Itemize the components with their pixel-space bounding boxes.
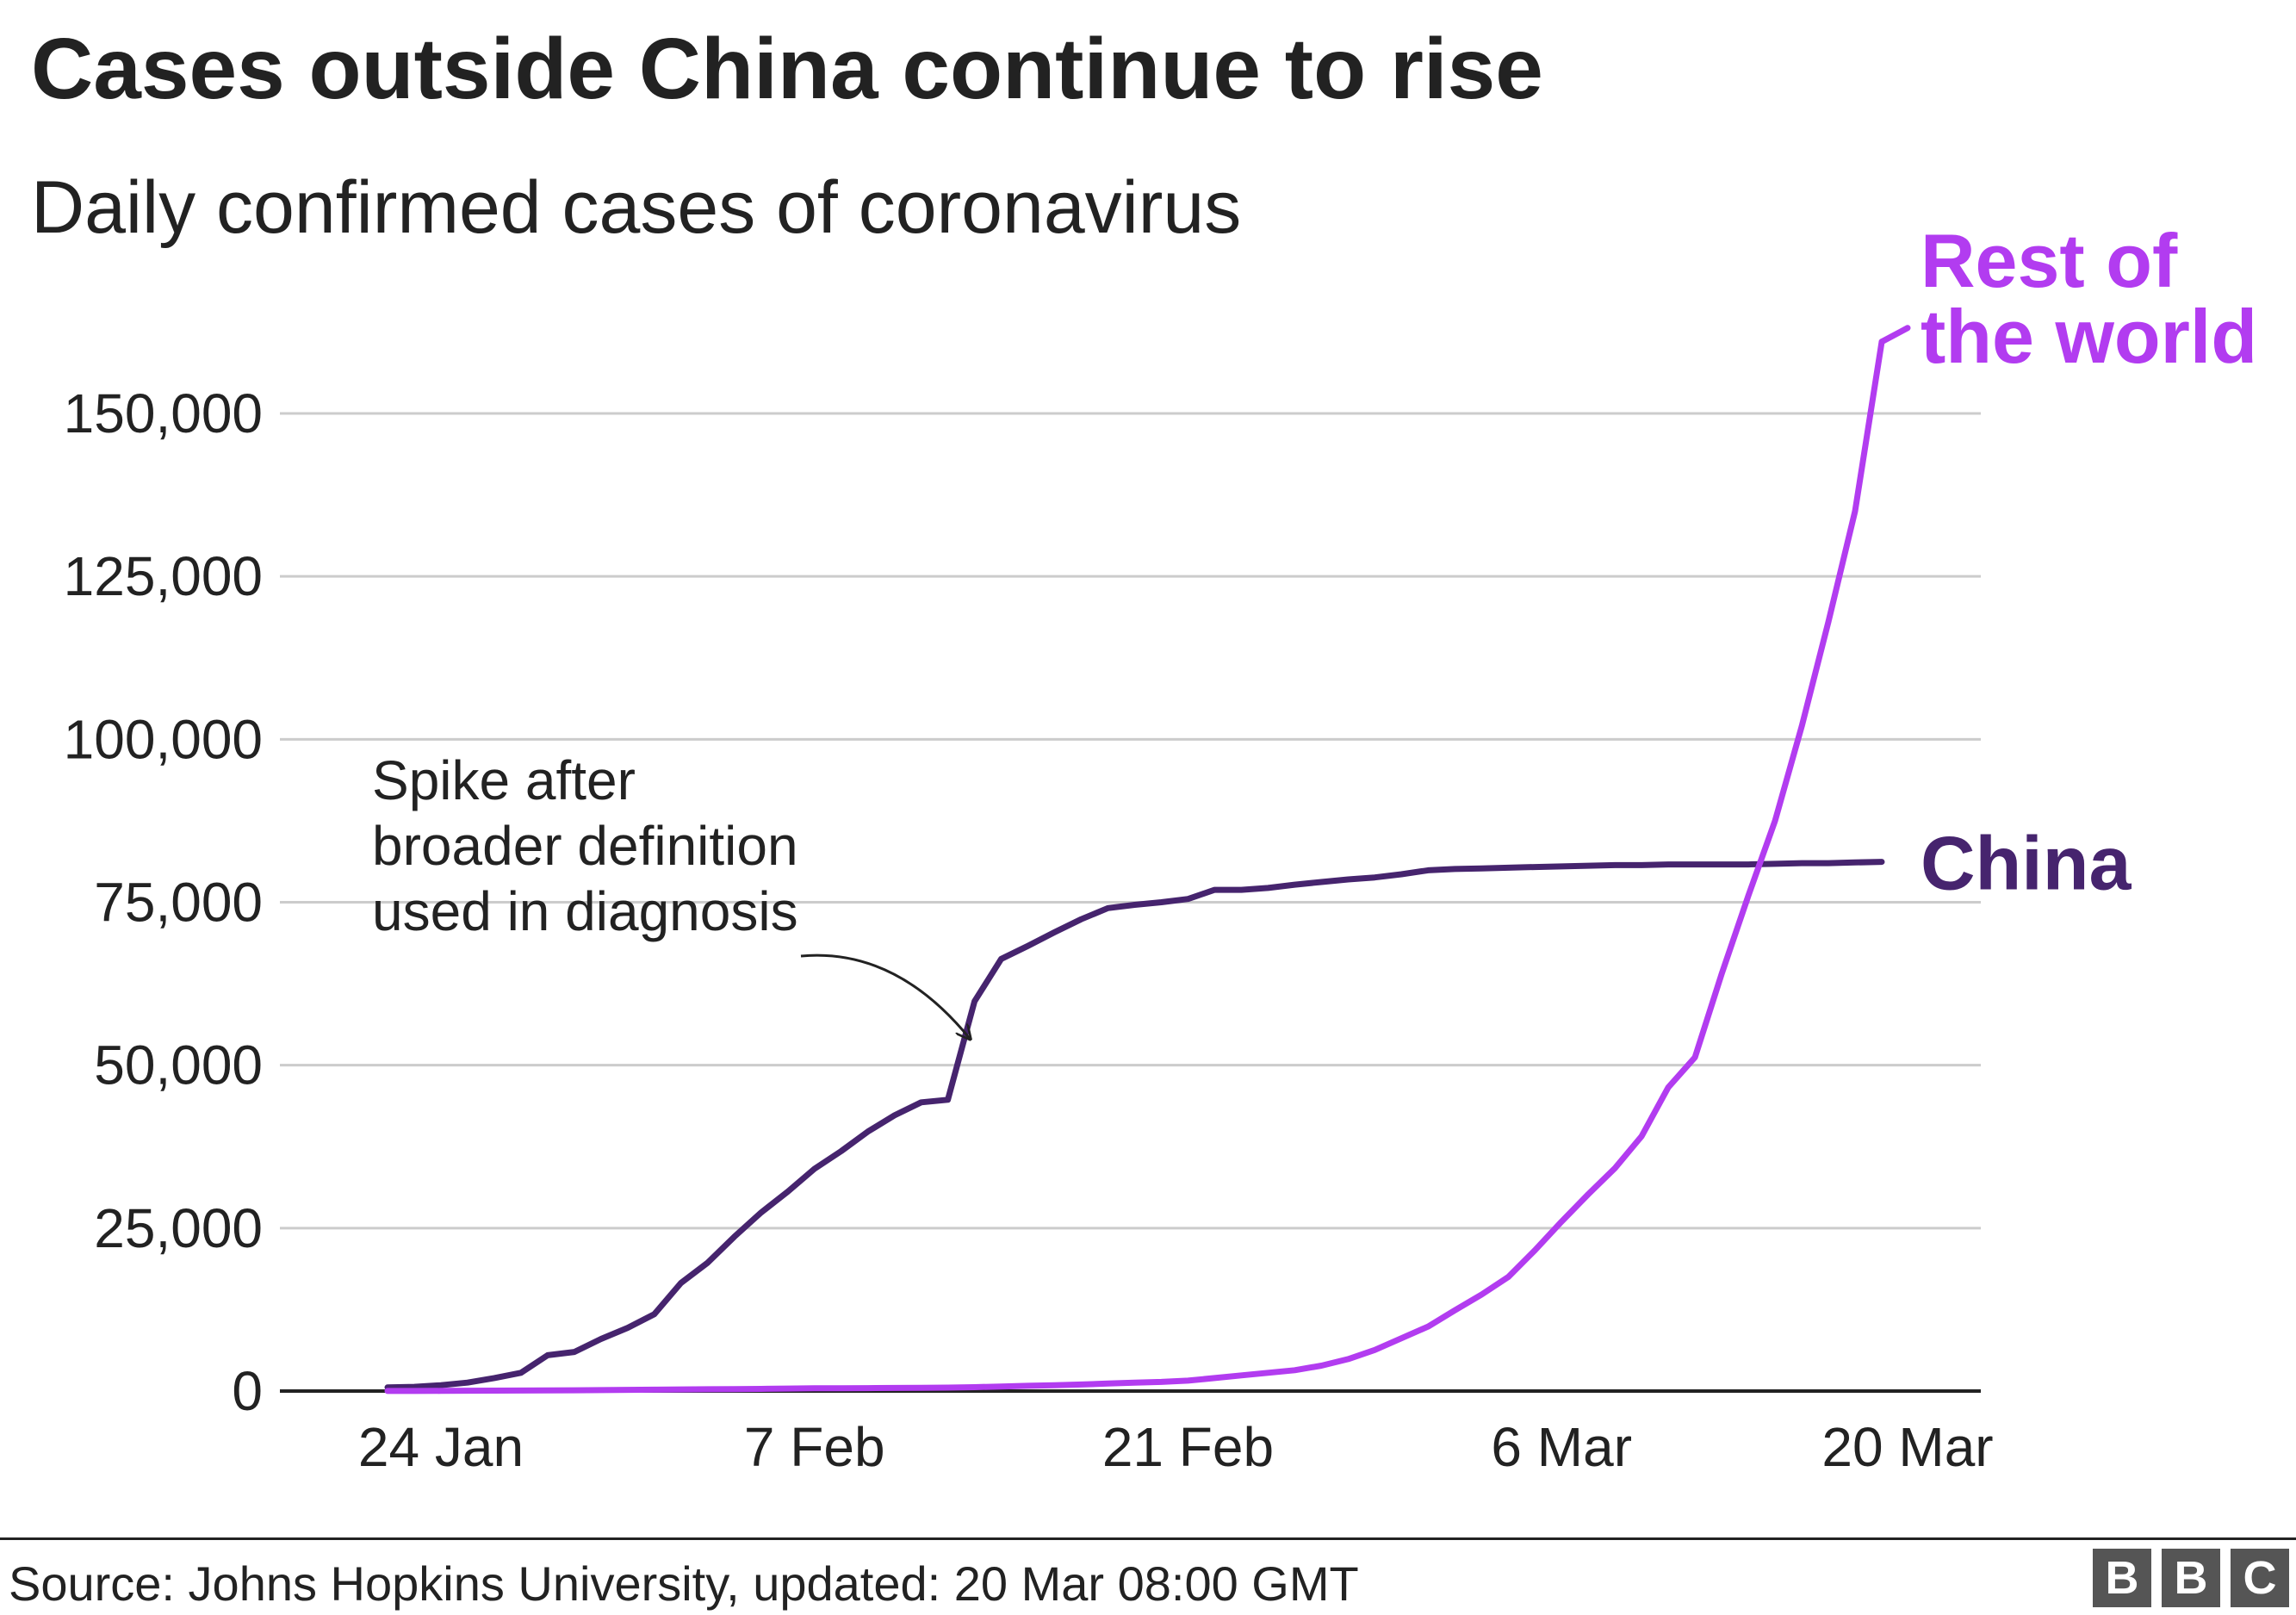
annotation-text: Spike after bbox=[372, 749, 636, 811]
footer-divider bbox=[0, 1537, 2296, 1540]
bbc-logo-letter: C bbox=[2231, 1549, 2289, 1607]
y-tick-label: 150,000 bbox=[64, 382, 263, 444]
y-tick-label: 50,000 bbox=[94, 1034, 263, 1096]
y-tick-label: 125,000 bbox=[64, 545, 263, 607]
line-chart: 0 25,000 50,000 75,000 100,000 125,000 150,000… bbox=[64, 218, 2257, 1478]
x-tick-label: 6 Mar bbox=[1491, 1416, 1632, 1478]
chart-subtitle: Daily confirmed cases of coronavirus bbox=[31, 166, 1242, 249]
annotation-text: used in diagnosis bbox=[372, 880, 798, 942]
y-tick-label: 0 bbox=[232, 1360, 263, 1422]
y-tick-label: 25,000 bbox=[94, 1197, 263, 1259]
rest-of-world-series-label: the world bbox=[1921, 294, 2257, 379]
y-tick-label: 100,000 bbox=[64, 708, 263, 770]
bbc-logo-letter: B bbox=[2162, 1549, 2220, 1607]
x-tick-label: 20 Mar bbox=[1821, 1416, 1993, 1478]
x-tick-label: 7 Feb bbox=[744, 1416, 885, 1478]
bbc-logo-letter: B bbox=[2093, 1549, 2151, 1607]
rest-of-world-line bbox=[384, 339, 1885, 1394]
china-line bbox=[384, 859, 1885, 1391]
chart-title: Cases outside China continue to rise bbox=[31, 21, 1543, 117]
annotation-arrow bbox=[800, 953, 971, 1039]
annotation-text: broader definition bbox=[372, 815, 798, 877]
x-tick-label: 21 Feb bbox=[1102, 1416, 1274, 1478]
china-series-label: China bbox=[1921, 821, 2132, 906]
y-tick-label: 75,000 bbox=[94, 872, 263, 934]
rest-of-world-series-label: Rest of bbox=[1921, 218, 2178, 303]
x-tick-label: 24 Jan bbox=[358, 1416, 524, 1478]
source-note: Source: Johns Hopkins University, update… bbox=[9, 1556, 1359, 1611]
rest-of-world-connector bbox=[1878, 325, 1911, 345]
bbc-logo: B B C bbox=[2093, 1549, 2289, 1607]
